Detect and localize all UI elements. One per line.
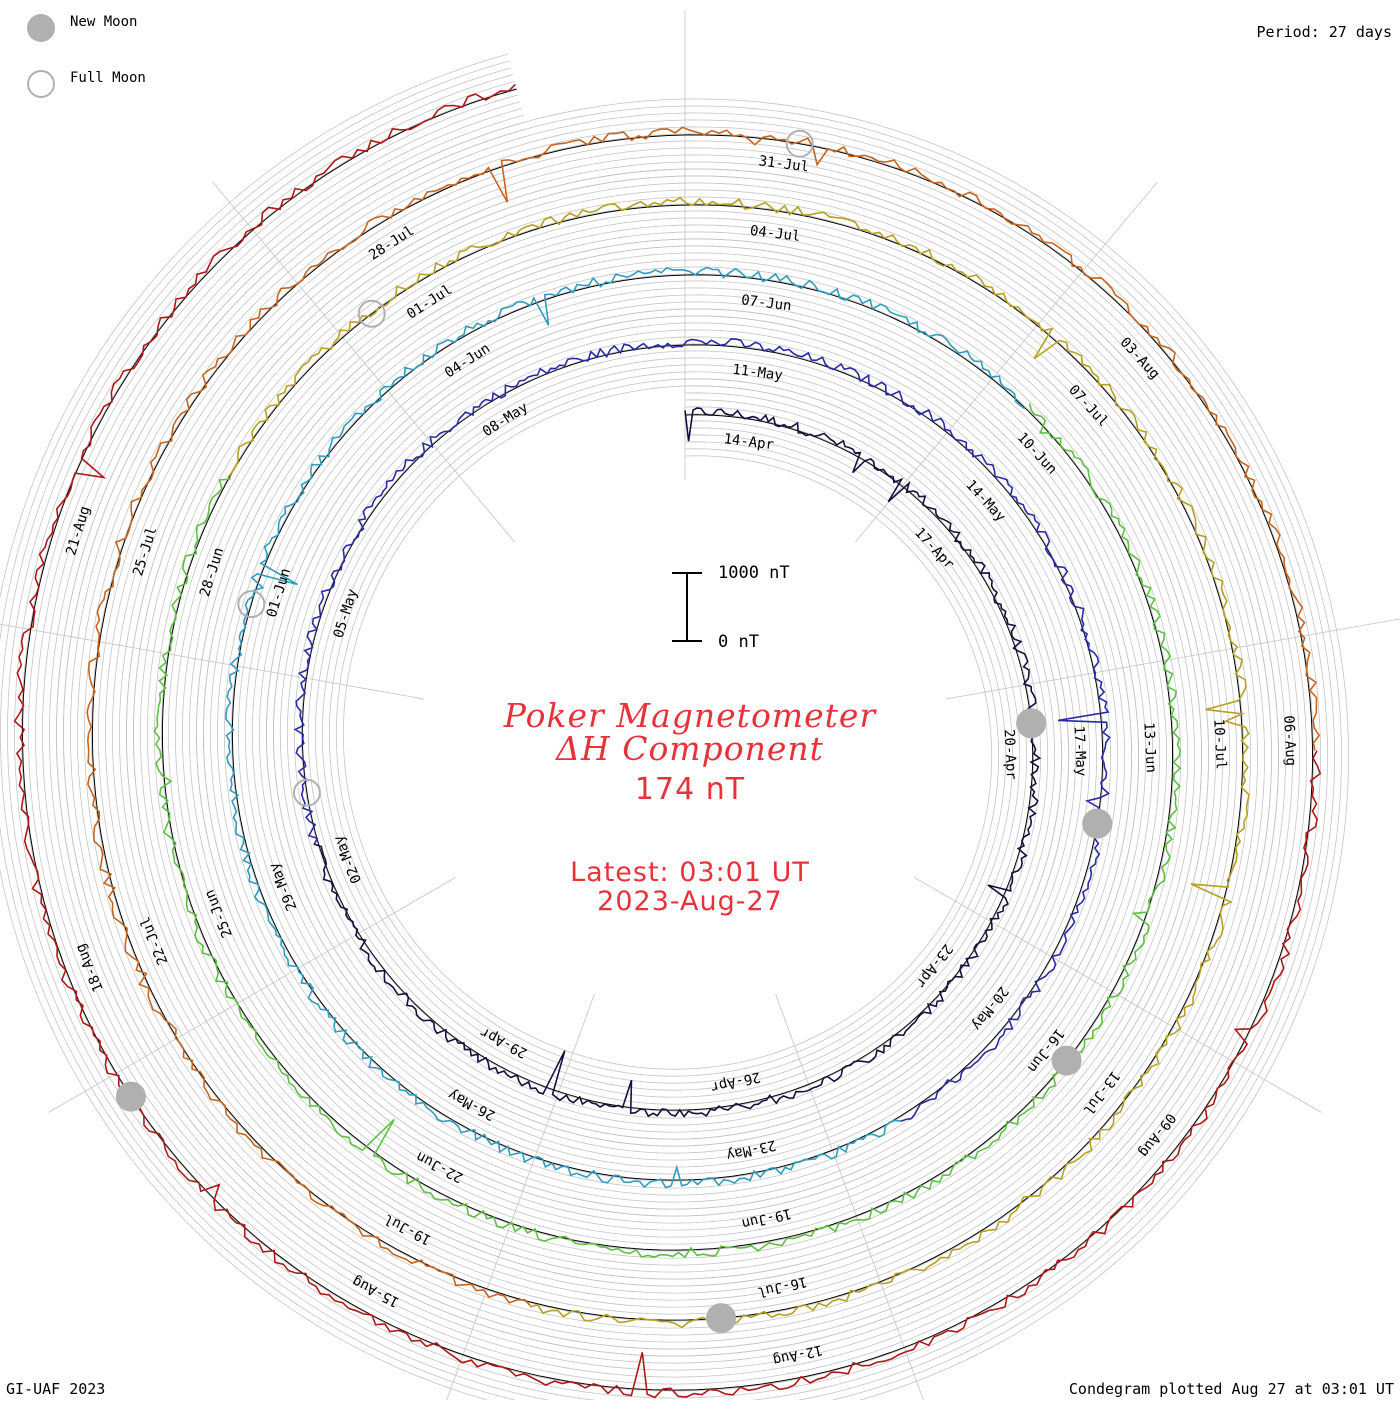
grid-spoke — [0, 623, 425, 700]
chart-title: Poker Magnetometer — [503, 696, 877, 735]
grid-spiral — [42, 108, 1294, 1371]
grid-spiral — [35, 101, 1301, 1378]
date-label: 14-Apr — [723, 431, 775, 453]
trace-segment — [313, 407, 1042, 1118]
new-moon-marker — [1016, 708, 1047, 739]
trace-segment — [293, 338, 1111, 1123]
new-moon-marker — [1082, 808, 1113, 839]
grid-spiral — [0, 60, 1342, 1404]
moon-layer — [115, 129, 1113, 1334]
date-label: 06-Aug — [1280, 715, 1298, 766]
trace-segment — [225, 266, 1025, 1189]
full-moon-marker — [237, 590, 266, 619]
date-label: 10-Jul — [1210, 719, 1228, 770]
date-label: 23-May — [725, 1136, 778, 1163]
trace-segment — [153, 403, 1182, 1259]
period-label: Period: 27 days — [1256, 23, 1392, 41]
date-label: 17-May — [1071, 725, 1089, 776]
date-label: 20-Apr — [1001, 729, 1019, 780]
footer-credit: GI-UAF 2023 — [6, 1380, 106, 1398]
scale-top-label: 1000 nT — [718, 563, 790, 583]
grid-spiral — [7, 74, 1329, 1404]
grid-spiral — [28, 94, 1308, 1385]
date-label: 26-Apr — [709, 1068, 762, 1095]
date-label: 19-Jun — [740, 1205, 793, 1232]
latest-date: 2023-Aug-27 — [597, 886, 783, 917]
grid-spiral — [49, 114, 1287, 1364]
new-moon-legend-label: New Moon — [70, 14, 138, 30]
date-label: 07-Jun — [740, 292, 792, 314]
date-label: 13-Jun — [1140, 722, 1158, 773]
full-moon-legend-label: Full Moon — [70, 70, 146, 86]
grid-spiral — [14, 80, 1322, 1399]
full-moon-legend-icon — [27, 70, 55, 98]
trace-segment — [227, 196, 1250, 1329]
grid-spoke — [855, 181, 1158, 543]
new-moon-legend-icon — [27, 14, 55, 42]
date-label: 31-Jul — [758, 153, 810, 175]
grid-spiral — [21, 87, 1315, 1392]
full-moon-marker — [785, 129, 814, 158]
date-label: 04-Jun — [442, 341, 493, 382]
latest-time-block: Latest: 03:01 UT 2023-Aug-27 — [490, 858, 890, 916]
grid-spiral — [0, 67, 1336, 1404]
full-moon-marker — [357, 299, 386, 328]
new-moon-marker — [1051, 1045, 1082, 1076]
grid-spoke — [945, 618, 1400, 700]
trace-segment — [86, 126, 1321, 1307]
grid-spoke — [212, 181, 515, 543]
new-moon-marker — [706, 1303, 737, 1334]
scale-bar — [672, 572, 702, 642]
date-label: 01-Jul — [404, 282, 455, 323]
latest-time: Latest: 03:01 UT — [570, 857, 810, 888]
grid-spoke — [48, 877, 456, 1113]
scale-bottom-label: 0 nT — [718, 632, 759, 652]
date-label: 11-May — [731, 362, 783, 384]
trace-segment — [13, 83, 1322, 1399]
date-label: 04-Jul — [749, 223, 801, 245]
date-label: 12-Aug — [771, 1341, 824, 1368]
chart-subtitle: ΔH Component — [556, 729, 824, 768]
new-moon-marker — [115, 1081, 146, 1112]
footer-plotted: Condegram plotted Aug 27 at 03:01 UT — [1068, 1380, 1394, 1398]
full-moon-marker — [292, 778, 321, 807]
grid-spoke — [775, 993, 926, 1404]
grid-layer — [0, 10, 1400, 1404]
trace-layer — [13, 83, 1322, 1399]
grid-spiral — [0, 53, 1349, 1404]
date-label: 16-Jul — [756, 1273, 809, 1300]
current-value: 174 nT — [634, 772, 746, 807]
